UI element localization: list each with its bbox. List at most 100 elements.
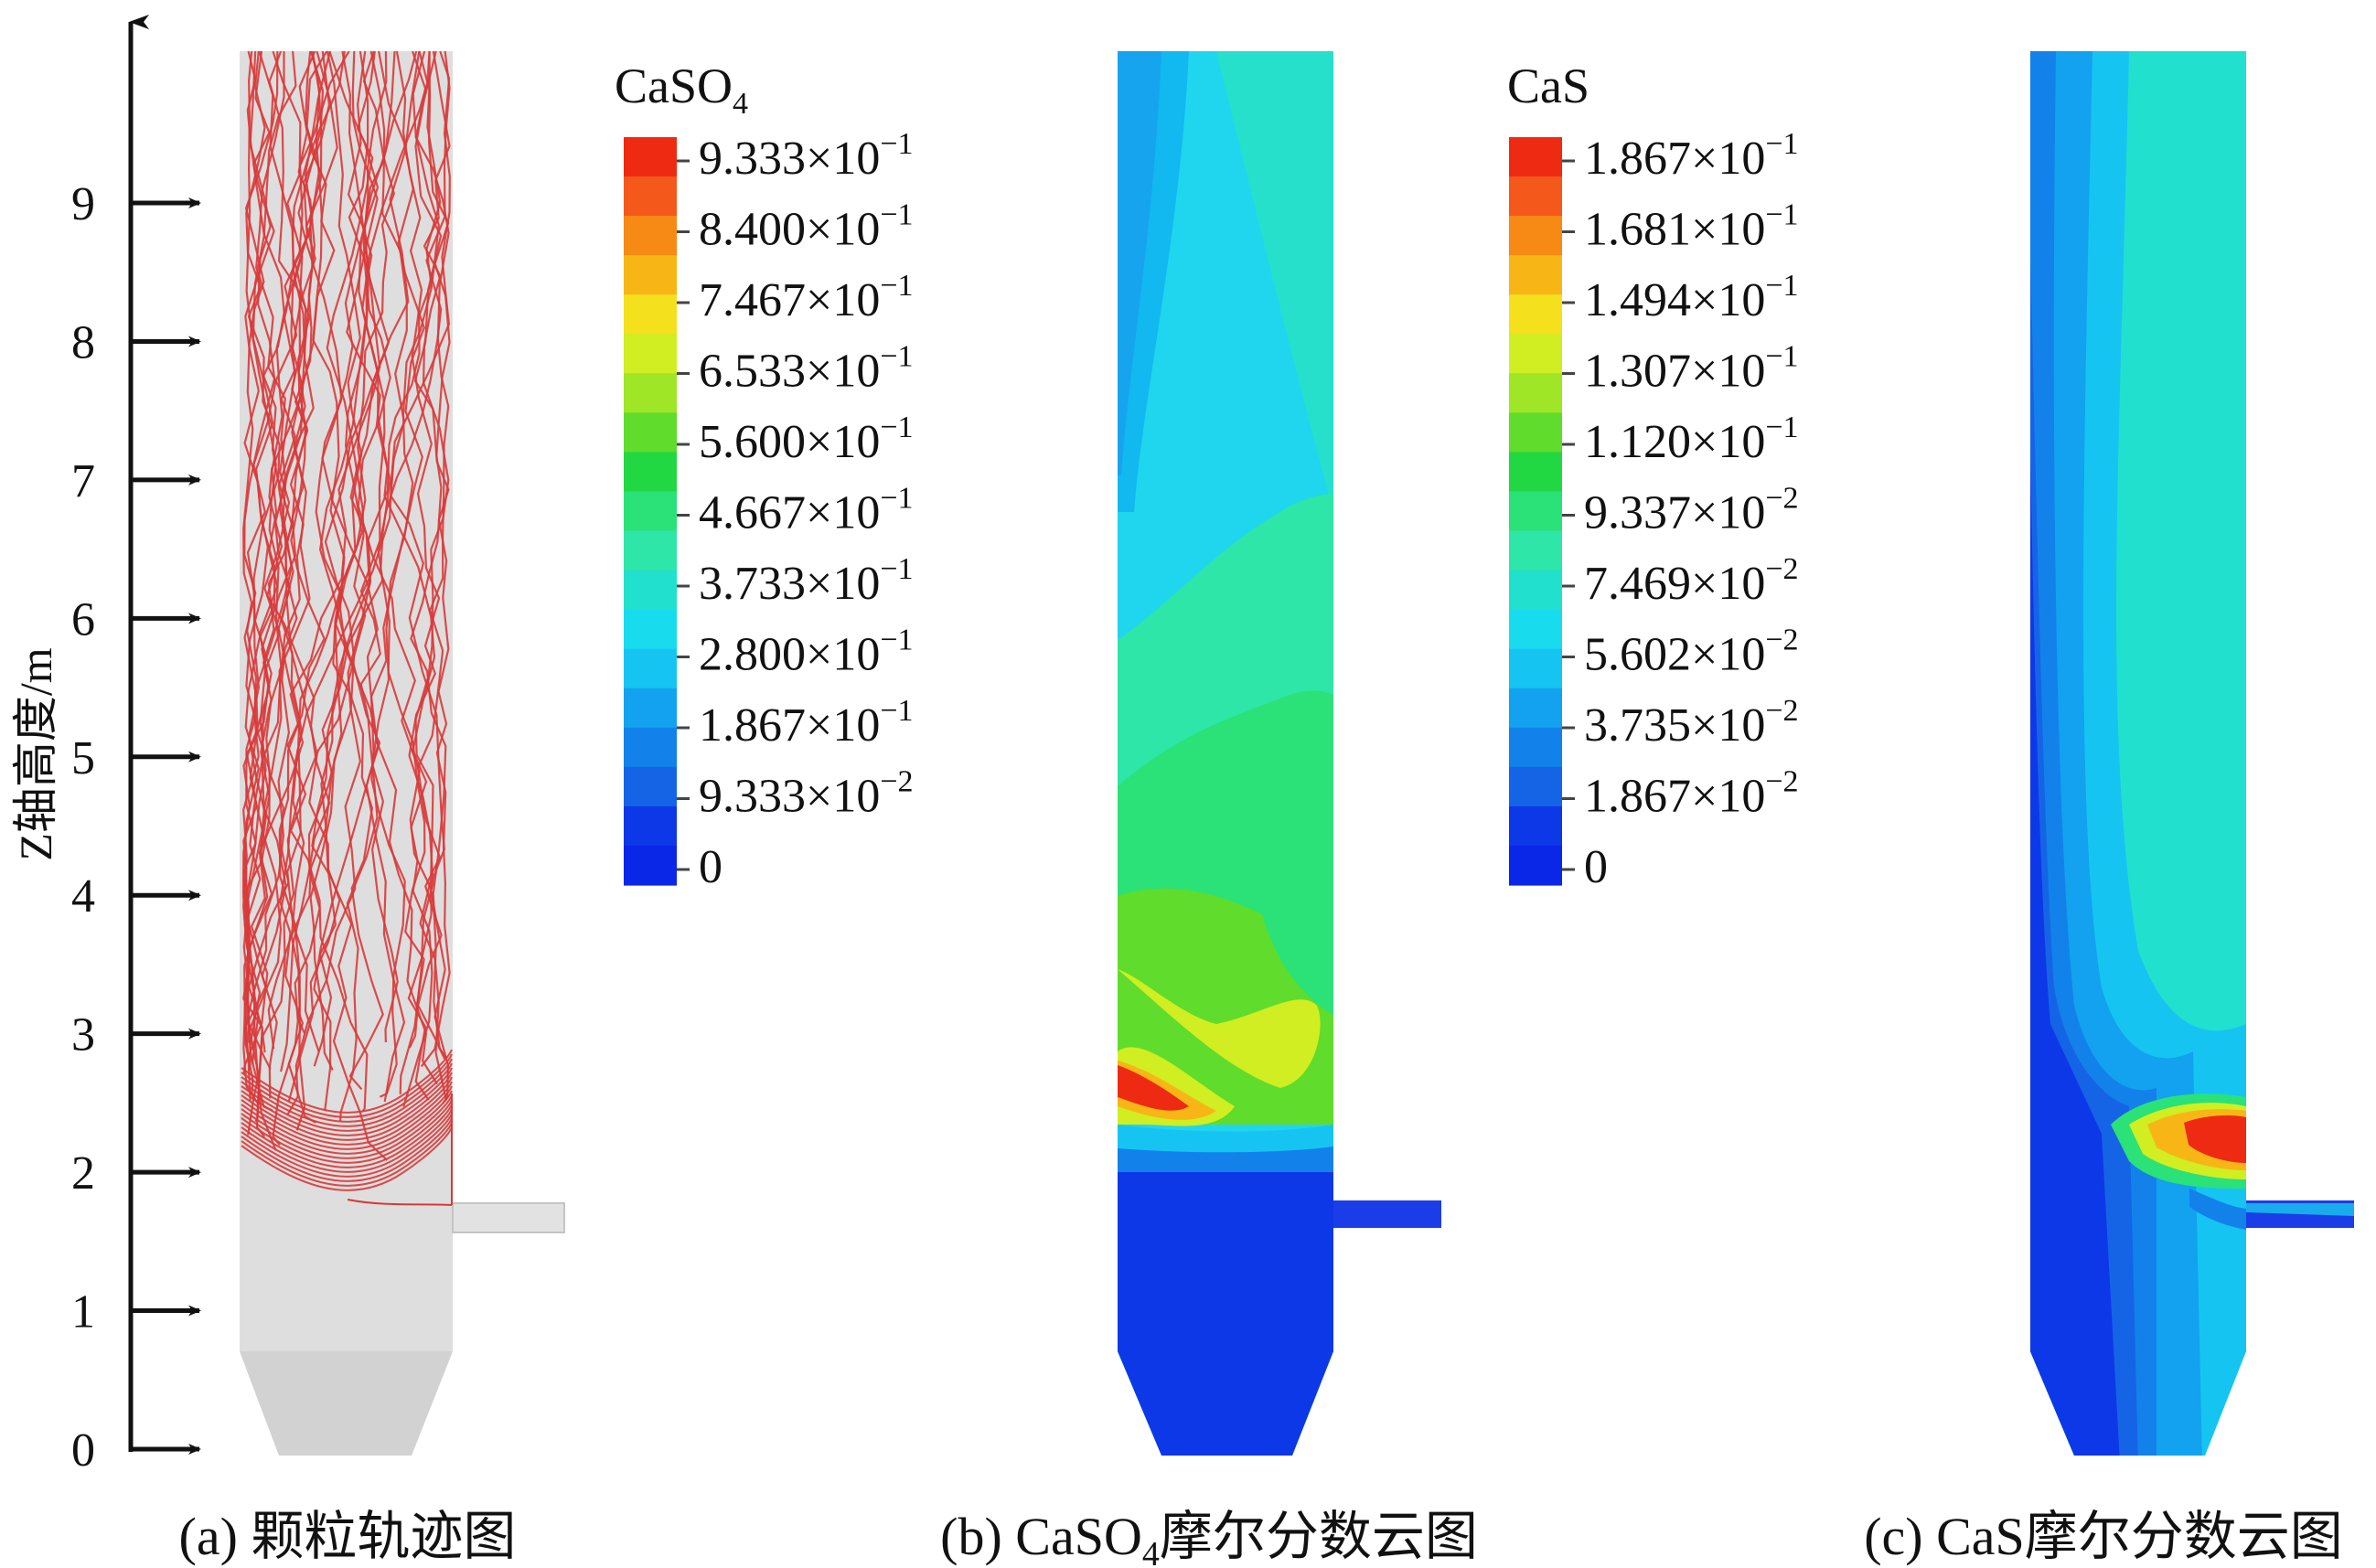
trajectory-line	[321, 51, 438, 1085]
colorbar-swatch	[1509, 491, 1562, 532]
trajectory-line	[268, 51, 369, 1112]
trajectory-line	[242, 51, 276, 1071]
caption-c: (c) CaS摩尔分数云图	[1864, 1507, 2343, 1566]
trajectory-line	[295, 51, 451, 1131]
trajectory-line	[286, 51, 440, 1116]
z-axis-tick-label: 5	[71, 732, 95, 784]
legend-label: 5.602×10−2	[1584, 624, 1799, 681]
trajectory-line	[241, 1053, 453, 1118]
trajectory-line	[243, 51, 283, 1034]
z-axis-tick-label: 6	[71, 593, 95, 645]
trajectory-line	[241, 1072, 453, 1136]
z-axis-tick-label: 2	[71, 1147, 95, 1200]
trajectory-line	[242, 51, 283, 1053]
trajectory-line	[326, 51, 406, 1103]
trajectory-line	[241, 1090, 453, 1155]
colorbar-swatch	[624, 727, 677, 768]
legend-label: 1.867×10−1	[1584, 127, 1799, 185]
colorbar-swatch	[1509, 648, 1562, 689]
legend-label: 9.337×10−2	[1584, 482, 1799, 539]
legend-label: 0	[1584, 841, 1608, 893]
colorbar-swatch	[1509, 373, 1562, 413]
legend-label: 4.667×10−1	[699, 482, 914, 539]
trajectory-line	[241, 1081, 453, 1146]
legend-label: 3.735×10−2	[1584, 694, 1799, 752]
legend-caso4-labels: 9.333×10−1 8.400×10−1 7.467×10−1 6.533×10−1…	[699, 127, 914, 893]
z-axis-ticks: 0 1 2 3 4 5 6 7 8 9	[71, 178, 201, 1477]
legend-label: 7.467×10−1	[699, 269, 914, 326]
trajectory-line	[313, 51, 381, 1112]
legend-label: 1.867×10−1	[699, 694, 914, 752]
panel-a-trajectories	[240, 51, 565, 1456]
colorbar-swatch	[1509, 805, 1562, 847]
colorbar-swatch	[1509, 766, 1562, 807]
trajectory-line	[242, 51, 281, 1074]
trajectory-line	[241, 1122, 453, 1187]
colorbar-swatch	[624, 176, 677, 217]
legend-label: 2.800×10−1	[699, 624, 914, 681]
trajectory-line	[241, 1099, 453, 1164]
trajectory-line	[339, 51, 442, 1123]
trajectory-line	[246, 51, 331, 1137]
colorbar-swatch	[624, 570, 677, 611]
colorbar-swatch	[624, 766, 677, 807]
colorbar-swatch	[624, 452, 677, 493]
vessel-a-shading	[240, 1351, 453, 1456]
legend-label: 1.681×10−1	[1584, 198, 1799, 256]
colorbar-swatch	[624, 530, 677, 571]
legend-label: 5.600×10−1	[699, 411, 914, 468]
colorbar-swatch	[624, 688, 677, 729]
z-axis-tick-label: 1	[71, 1286, 95, 1339]
colorbar-swatch	[1509, 570, 1562, 611]
z-axis: 0 1 2 3 4 5 6 7 8 9 Z轴高度/m	[10, 15, 201, 1477]
legend-label: 9.333×10−1	[699, 127, 914, 185]
colorbar-swatch	[1509, 137, 1562, 177]
trajectory-line	[241, 1108, 453, 1173]
trajectory-line	[408, 51, 450, 1049]
colorbar-swatch	[1509, 176, 1562, 217]
panel-b-caso4-contour	[1118, 51, 1441, 1456]
colorbar-swatch	[624, 137, 677, 177]
trajectory-line	[241, 1049, 453, 1114]
legend-label: 1.494×10−1	[1584, 269, 1799, 326]
trajectory-line	[347, 1093, 453, 1206]
trajectory-line	[241, 1062, 453, 1127]
colorbar-swatch	[1509, 530, 1562, 571]
inlet-pipe-a	[452, 1202, 565, 1233]
legend-label: 7.469×10−2	[1584, 552, 1799, 610]
colorbar-swatch	[1509, 609, 1562, 650]
panel-c-cas-contour	[2030, 51, 2354, 1456]
colorbar-swatch	[1509, 845, 1562, 886]
trajectory-line	[410, 51, 451, 1060]
colorbar-swatch	[1509, 334, 1562, 374]
trajectory-line	[241, 1117, 453, 1182]
colorbar-swatch	[1509, 688, 1562, 729]
trajectory-line	[413, 51, 451, 1068]
trajectory-line	[346, 51, 450, 1104]
inlet-pipe-b	[1333, 1200, 1441, 1228]
trajectory-line	[243, 51, 298, 1049]
colorbar-swatch	[624, 373, 677, 413]
legend-cas-colorbar	[1509, 137, 1575, 886]
legend-label: 1.867×10−2	[1584, 765, 1799, 823]
trajectory-line	[395, 51, 441, 1094]
colorbar-swatch	[624, 805, 677, 847]
legend-label: 8.400×10−1	[699, 198, 914, 256]
particle-trajectories	[241, 51, 453, 1206]
z-axis-tick-label: 9	[71, 178, 95, 230]
z-axis-tick-label: 3	[71, 1009, 95, 1061]
legend-label: 1.120×10−1	[1584, 411, 1799, 468]
colorbar-swatch	[1509, 216, 1562, 256]
z-axis-tick-label: 8	[71, 316, 95, 368]
colorbar-swatch	[1509, 255, 1562, 295]
legend-cas: CaS 1.867×10−1 1.681×10−1 1.494×10−1 1.307×…	[1507, 59, 1799, 893]
colorbar-swatch	[624, 334, 677, 374]
vessel-a	[240, 51, 453, 1456]
z-axis-tick-label: 7	[71, 455, 95, 507]
legend-cas-title: CaS	[1507, 59, 1589, 113]
trajectory-line	[241, 1126, 453, 1191]
colorbar-swatch	[624, 216, 677, 256]
z-axis-label: Z轴高度/m	[10, 647, 61, 860]
legend-label: 0	[699, 841, 722, 893]
